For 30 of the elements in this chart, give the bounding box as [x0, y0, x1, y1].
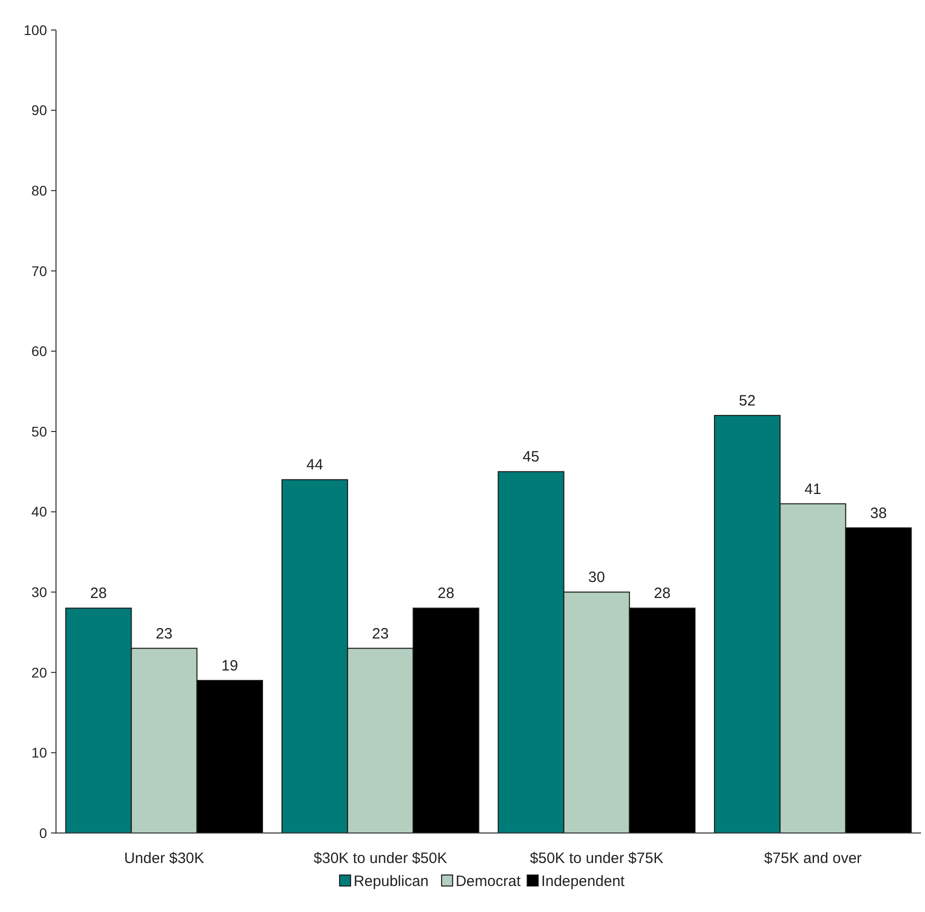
- y-tick-label: 70: [31, 262, 48, 279]
- y-tick-label: 100: [24, 22, 48, 38]
- y-tick-label: 80: [31, 182, 48, 198]
- data-label: 28: [438, 585, 454, 602]
- x-tick-label: Under $30K: [124, 850, 204, 867]
- data-label: 45: [522, 448, 540, 466]
- data-label: 19: [221, 657, 238, 674]
- data-label: 28: [654, 585, 671, 602]
- y-tick-label: 0: [39, 824, 48, 841]
- data-label: 30: [588, 569, 605, 586]
- y-tick-label: 10: [31, 744, 48, 761]
- x-tick-label: $50K to under $75K: [530, 850, 664, 867]
- y-tick-label: 60: [31, 343, 48, 360]
- y-tick-label: 40: [31, 504, 48, 520]
- legend-label: Democrat: [456, 873, 522, 890]
- y-tick-label: 90: [31, 102, 48, 118]
- data-label: 23: [372, 625, 389, 642]
- data-label: 28: [90, 585, 107, 602]
- x-tick-label: $75K and over: [764, 850, 862, 867]
- y-tick-label: 50: [31, 423, 48, 440]
- y-tick-label: 20: [31, 664, 48, 680]
- y-tick-label: 30: [31, 584, 48, 600]
- legend-label: Republican: [354, 873, 429, 890]
- x-tick-label: $30K to under $50K: [314, 850, 448, 867]
- data-label: 23: [156, 625, 172, 642]
- data-label: 52: [738, 392, 756, 410]
- legend-label: Independent: [541, 873, 626, 890]
- data-label: 41: [804, 480, 822, 498]
- data-label: 44: [306, 456, 324, 474]
- data-label: 38: [870, 504, 887, 522]
